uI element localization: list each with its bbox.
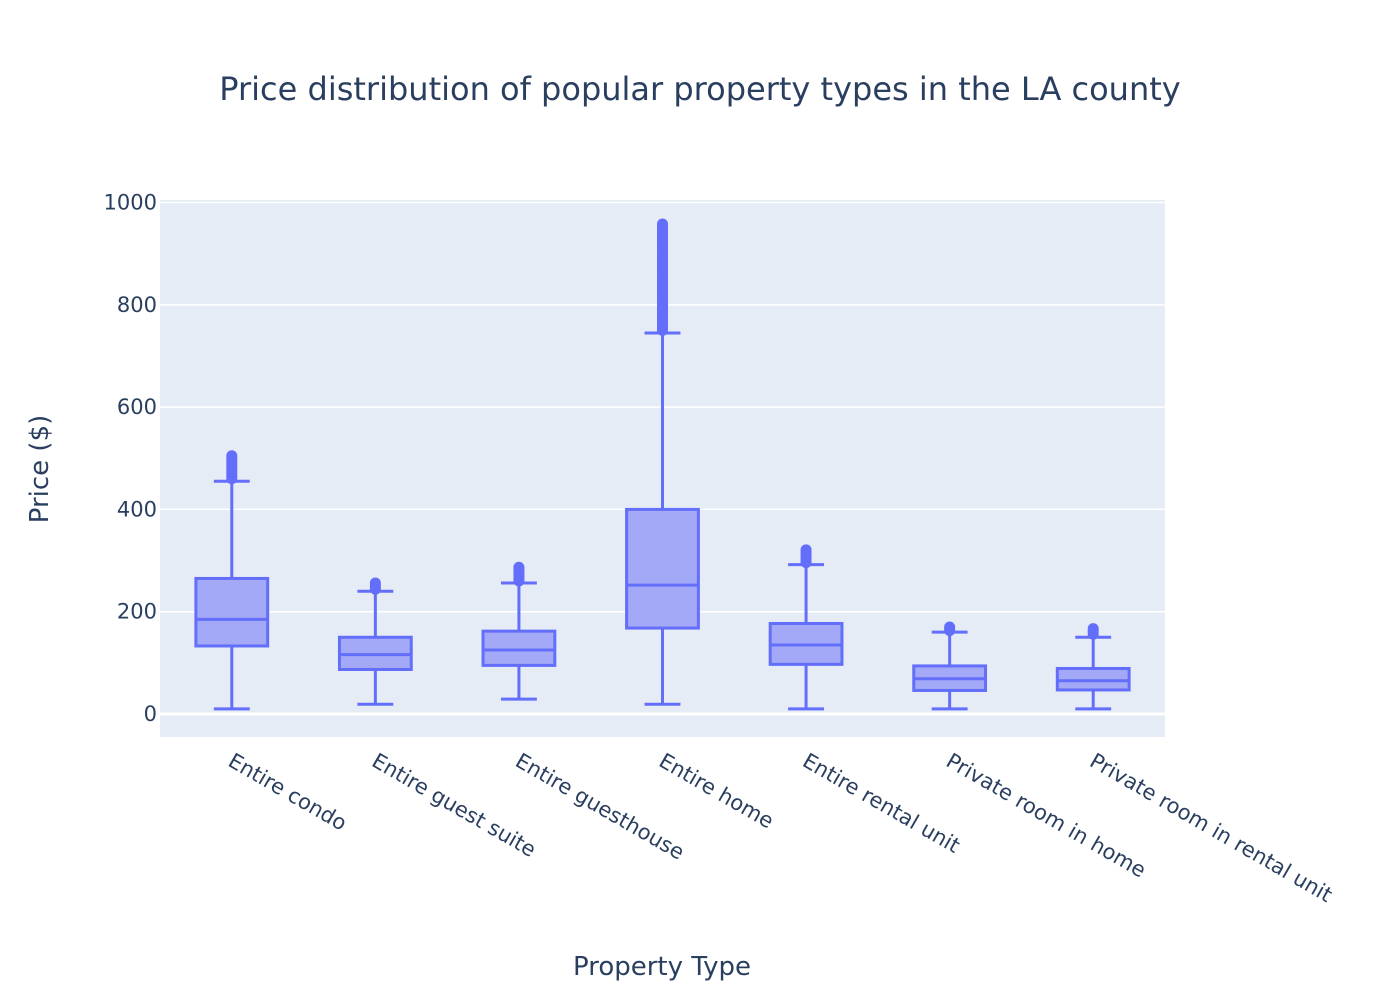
x-axis-title: Property Type: [573, 952, 751, 982]
box-group: [481, 561, 557, 701]
y-tick-label: 600: [117, 395, 157, 419]
y-axis-title: Price ($): [25, 415, 55, 524]
iqr-box: [194, 576, 270, 648]
box-group: [194, 450, 270, 711]
y-tick-label: 800: [117, 293, 157, 317]
y-tick-label: 200: [117, 600, 157, 624]
x-tick-label: Private room in rental unit: [1086, 749, 1337, 907]
box-group: [1055, 623, 1131, 711]
y-axis-ticks: 0 200 400 600 800 1000: [104, 191, 157, 726]
iqr-box: [481, 629, 557, 667]
boxes: [194, 218, 1131, 711]
box-group: [337, 577, 413, 706]
box-group: [625, 218, 700, 706]
x-tick-label: Entire home: [655, 749, 778, 834]
box-group: [768, 544, 844, 711]
y-tick-label: 0: [144, 702, 157, 726]
outlier-point: [513, 561, 525, 573]
chart-title: Price distribution of popular property t…: [219, 70, 1180, 108]
box-group: [912, 621, 988, 711]
outlier-point: [800, 544, 812, 556]
outlier-point: [944, 621, 956, 633]
outlier-point: [369, 577, 381, 589]
x-tick-label: Entire condo: [224, 749, 351, 836]
y-tick-label: 1000: [104, 191, 157, 215]
outlier-point: [226, 450, 238, 462]
iqr-box: [625, 507, 700, 630]
y-tick-label: 400: [117, 497, 157, 521]
outlier-point: [657, 218, 668, 230]
outlier-point: [1087, 623, 1099, 635]
iqr-box: [1055, 666, 1131, 692]
x-tick-label: Entire rental unit: [799, 749, 964, 858]
